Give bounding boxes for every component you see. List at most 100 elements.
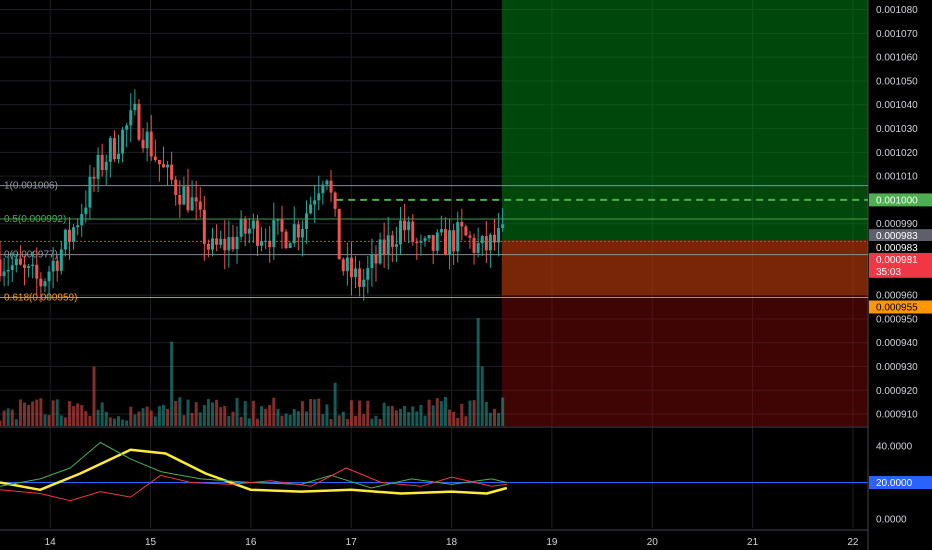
- volume-bar: [488, 412, 492, 426]
- candle-body: [178, 194, 182, 205]
- volume-bar: [161, 404, 165, 426]
- candle-body: [276, 219, 280, 221]
- volume-bar: [18, 399, 22, 426]
- candle-body: [235, 236, 239, 250]
- volume-bar: [174, 401, 178, 426]
- candle-body: [23, 264, 27, 268]
- volume-bar: [141, 408, 145, 426]
- candle-body: [255, 220, 259, 246]
- volume-bar: [27, 404, 31, 426]
- price-tick-label: 0.001060: [876, 53, 918, 64]
- candle-body: [51, 260, 55, 272]
- candle-body: [407, 221, 411, 231]
- volume-bar: [166, 408, 170, 426]
- volume-bar: [329, 418, 333, 426]
- price-tag-label: 0.000981: [876, 255, 918, 266]
- candle-body: [182, 186, 186, 205]
- price-tick-label: 0.001080: [876, 5, 918, 16]
- fibonacci-retracement[interactable]: 1(0.001006)0.5(0.000992)0(0.000977)0.618…: [0, 181, 868, 304]
- volume-bar: [72, 406, 76, 426]
- volume-bar: [280, 415, 284, 426]
- profit-zone[interactable]: [501, 0, 868, 241]
- candle-body: [194, 197, 198, 202]
- candle-body: [464, 226, 468, 236]
- volume-bar: [439, 401, 443, 426]
- price-axis[interactable]: 0.001080 0.001070 0.001060 0.001050 0.001040…: [869, 0, 932, 550]
- volume-bar: [211, 402, 215, 426]
- candle-body: [137, 103, 141, 140]
- candle-body: [231, 237, 235, 250]
- volume-bar: [31, 401, 35, 426]
- price-tag[interactable]: [869, 300, 932, 314]
- candle-body: [166, 164, 170, 168]
- volume-bar: [121, 419, 125, 426]
- price-tag[interactable]: [869, 252, 932, 266]
- time-tick-label: 21: [747, 537, 759, 548]
- price-tick-label: 0.001020: [876, 148, 918, 159]
- volume-bar: [260, 406, 264, 426]
- price-tag[interactable]: [869, 264, 932, 278]
- volume-bar: [419, 404, 423, 426]
- volume-bar: [305, 411, 309, 426]
- volume-bar: [14, 419, 18, 426]
- candle-body: [43, 281, 47, 287]
- volume-bar: [59, 415, 63, 426]
- time-tick-label: 20: [647, 537, 659, 548]
- volume-bar: [497, 412, 501, 426]
- candle-body: [374, 254, 378, 264]
- candle-body: [2, 271, 6, 277]
- candle-body: [157, 159, 161, 165]
- candle-body: [243, 219, 247, 234]
- volume-bar: [394, 410, 398, 426]
- volume-bar: [403, 405, 407, 426]
- loss-zone[interactable]: [501, 240, 868, 426]
- volume-bar: [415, 411, 419, 426]
- candle-body: [456, 222, 460, 252]
- price-tag[interactable]: [869, 229, 932, 243]
- candle-body: [333, 192, 337, 209]
- candle-body: [104, 161, 108, 171]
- volume-bar: [431, 405, 435, 426]
- volume-bar: [354, 415, 358, 426]
- candle-body: [18, 258, 22, 265]
- price-tag[interactable]: [869, 241, 932, 255]
- volume-bar: [47, 415, 51, 426]
- price-tag[interactable]: [869, 193, 932, 207]
- candle-body: [260, 240, 264, 246]
- volume-bar: [268, 404, 272, 426]
- volume-bar: [382, 402, 386, 426]
- volume-bar: [288, 414, 292, 426]
- candle-body: [174, 179, 178, 195]
- volume-bar: [43, 414, 47, 426]
- volume-bar: [484, 401, 488, 426]
- time-axis[interactable]: 14 15 16 17 18 19 20 21 22: [45, 537, 859, 548]
- time-tick-label: 19: [546, 537, 558, 548]
- candle-body: [6, 269, 10, 272]
- candle-body: [129, 110, 133, 126]
- candle-body: [394, 244, 398, 247]
- candle-body: [460, 222, 464, 227]
- volume-bar: [264, 408, 268, 426]
- volume-bar: [63, 417, 67, 426]
- long-position-tool[interactable]: [336, 0, 868, 426]
- candle-body: [423, 238, 427, 241]
- volume-bar: [157, 406, 161, 426]
- volume-bar: [255, 418, 259, 426]
- oscillator-tag[interactable]: [869, 476, 932, 490]
- candle-body: [366, 267, 370, 280]
- volume-bar: [76, 403, 80, 426]
- candle-body: [31, 264, 35, 267]
- volume-bar: [170, 341, 174, 426]
- price-tick-label: 0.000940: [876, 338, 918, 349]
- candle-body: [141, 139, 145, 149]
- candle-body: [39, 278, 43, 287]
- volume-bar: [468, 400, 472, 426]
- candle-body: [415, 242, 419, 244]
- volume-bar: [309, 399, 313, 426]
- candle-body: [198, 201, 202, 210]
- volume-bar: [374, 415, 378, 426]
- volume-bar: [284, 413, 288, 426]
- volume-bar: [178, 397, 182, 426]
- volume-bar: [0, 420, 2, 426]
